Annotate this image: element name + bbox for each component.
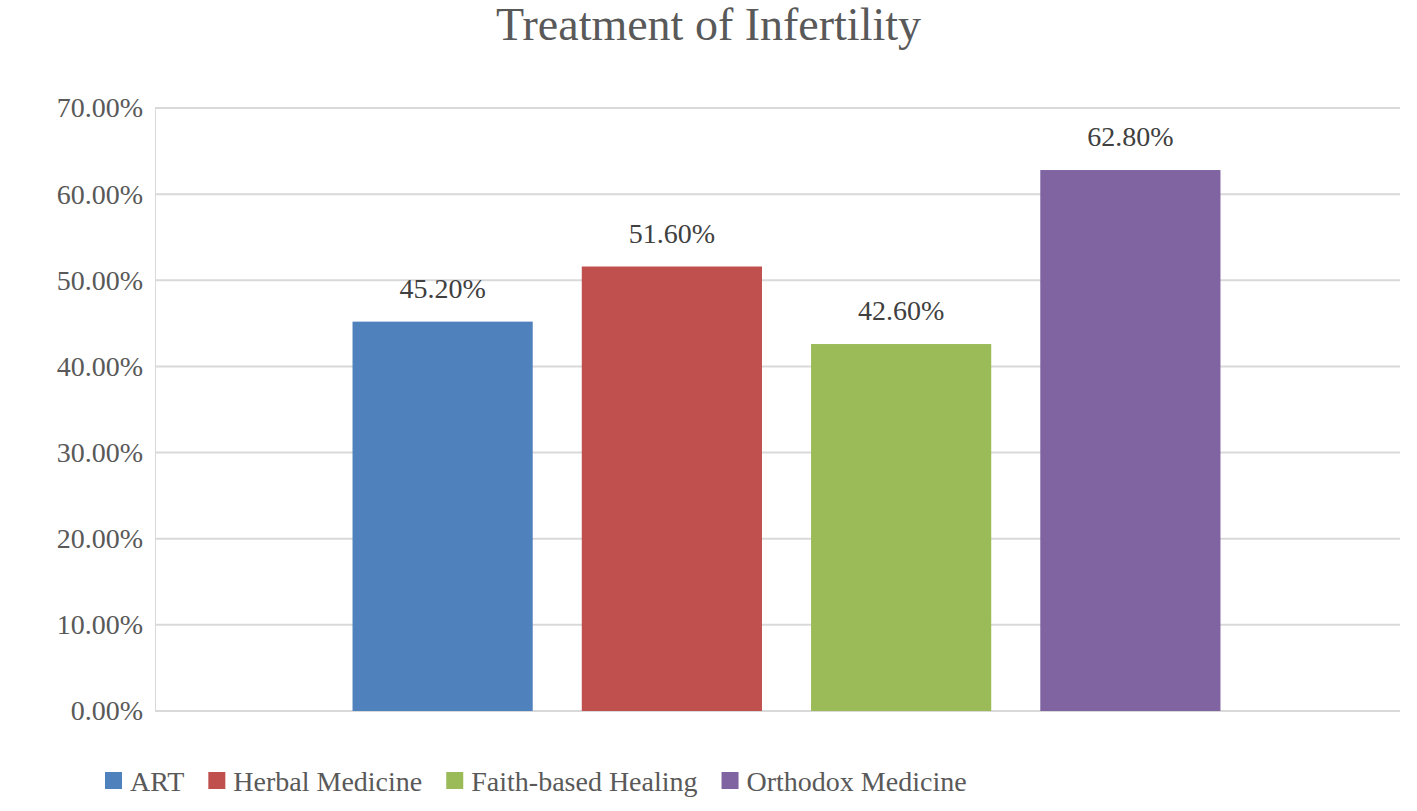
chart: Treatment of Infertility 0.00% 10.00% 20.00… [0, 0, 1417, 811]
legend-swatch [208, 772, 225, 789]
legend-label: ART [130, 766, 184, 797]
legend-item: Herbal Medicine [208, 766, 422, 797]
title: Treatment of Infertility [496, 0, 921, 50]
bar [811, 344, 991, 711]
y-tick: 30.00% [57, 437, 155, 468]
y-tick-label: 60.00% [57, 179, 143, 210]
y-tick-label: 10.00% [57, 609, 143, 640]
legend-item: ART [105, 766, 184, 797]
y-axis: 0.00% 10.00% 20.00% 30.00% 40.00% 50.00% 60.00… [57, 92, 156, 726]
grid [155, 108, 1400, 711]
bars [353, 170, 1221, 711]
legend-swatch [446, 772, 463, 789]
y-tick: 10.00% [57, 609, 155, 640]
data-label: 42.60% [858, 295, 944, 326]
legend-item: Orthodox Medicine [722, 766, 967, 797]
y-tick-label: 20.00% [57, 523, 143, 554]
bar [1040, 170, 1220, 711]
legend-swatch [105, 772, 122, 789]
legend-item: Faith-based Healing [446, 766, 697, 797]
legend-label: Orthodox Medicine [747, 766, 967, 797]
y-tick: 70.00% [57, 92, 155, 123]
y-tick: 60.00% [57, 179, 155, 210]
y-tick: 40.00% [57, 351, 155, 382]
legend: ART Herbal Medicine Faith-based Healing Ort… [105, 766, 967, 797]
data-label: 45.20% [399, 273, 485, 304]
bar [353, 322, 533, 711]
y-tick-label: 0.00% [71, 695, 143, 726]
y-tick-label: 30.00% [57, 437, 143, 468]
bar [582, 267, 762, 711]
grid-line [155, 107, 1400, 109]
y-tick-label: 70.00% [57, 92, 143, 123]
y-tick-label: 50.00% [57, 265, 143, 296]
y-tick: 0.00% [71, 695, 155, 726]
y-axis-line [155, 109, 156, 712]
y-tick-label: 40.00% [57, 351, 143, 382]
data-label: 62.80% [1087, 121, 1173, 152]
y-tick: 20.00% [57, 523, 155, 554]
data-label: 51.60% [629, 218, 715, 249]
legend-label: Faith-based Healing [471, 766, 697, 797]
y-tick: 50.00% [57, 265, 155, 296]
data-labels: 45.20% 51.60% 42.60% 62.80% [399, 121, 1173, 326]
legend-label: Herbal Medicine [233, 766, 422, 797]
legend-swatch [722, 772, 739, 789]
